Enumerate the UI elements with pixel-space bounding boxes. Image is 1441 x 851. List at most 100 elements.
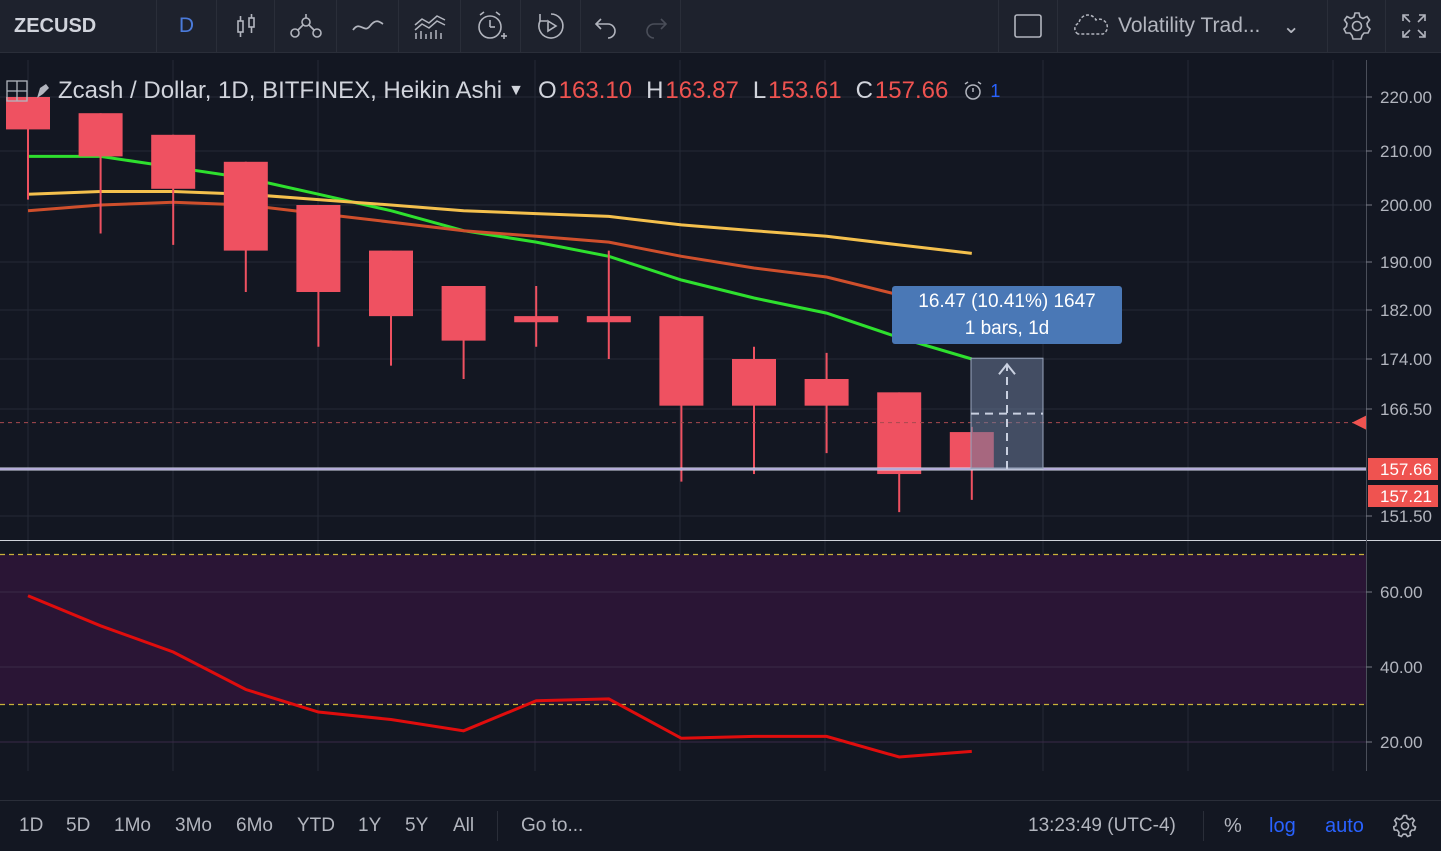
price-tick-label: 190.00: [1380, 253, 1432, 272]
financials-button[interactable]: [399, 0, 461, 52]
candles: [6, 97, 994, 513]
settings-button[interactable]: [1328, 0, 1386, 52]
price-tick-label: 200.00: [1380, 196, 1432, 215]
bar-style-button[interactable]: [217, 0, 275, 52]
candle-body: [732, 359, 776, 406]
redo-button[interactable]: [631, 0, 681, 52]
price-tick-label: 182.00: [1380, 301, 1432, 320]
range-5d[interactable]: 5D: [66, 815, 91, 836]
range-all[interactable]: All: [453, 815, 475, 836]
osc-tick-label: 20.00: [1380, 733, 1423, 752]
candle: [223, 161, 268, 292]
candle: [441, 286, 486, 379]
collapse-icon[interactable]: [6, 80, 28, 102]
interval-button[interactable]: D: [157, 0, 217, 52]
price-marker-arrow: [1352, 415, 1366, 430]
range-5y[interactable]: 5Y: [405, 815, 429, 836]
go-to-button[interactable]: Go to...: [521, 815, 584, 836]
price-tick-label: 151.50: [1380, 507, 1432, 526]
chart-settings-button[interactable]: [1393, 801, 1417, 851]
bottom-toolbar: 1D 5D 1Mo 3Mo 6Mo YTD 1Y 5Y All Go to...…: [0, 800, 1441, 851]
expand-button[interactable]: [1386, 0, 1441, 52]
candle: [732, 346, 776, 475]
secondary-price-badge: [1368, 485, 1438, 507]
price-tick-label: 210.00: [1380, 142, 1432, 161]
replay-button[interactable]: [521, 0, 581, 52]
indicators-icon: [351, 20, 384, 31]
candle-body: [441, 286, 486, 341]
range-1d[interactable]: 1D: [19, 815, 44, 836]
candle: [804, 352, 849, 454]
template-dropdown[interactable]: Volatility Trad... ⌄: [1058, 0, 1328, 52]
redo-icon: [645, 18, 667, 39]
candle: [78, 113, 123, 234]
indicators-button[interactable]: [337, 0, 399, 52]
candle: [514, 286, 559, 347]
candle-body: [586, 316, 631, 323]
bottom-divider: [1203, 811, 1204, 841]
price-tick-label: 220.00: [1380, 88, 1432, 107]
close-label: C: [855, 77, 873, 104]
candle: [877, 392, 922, 513]
oscillator-background: [0, 554, 1366, 705]
range-3mo[interactable]: 3Mo: [175, 815, 212, 836]
range-1mo[interactable]: 1Mo: [114, 815, 151, 836]
measure-bars: 1 bars, 1d: [964, 318, 1050, 339]
top-toolbar: ZECUSD D Volatility Trad... ⌄: [0, 0, 1441, 53]
series-title[interactable]: Zcash / Dollar, 1D, BITFINEX, Heikin Ash…: [58, 77, 503, 104]
log-toggle[interactable]: log: [1269, 814, 1296, 837]
measure-box: [970, 357, 1044, 470]
close-price-badge-label: 157.66: [1380, 460, 1432, 479]
high-value: 163.87: [665, 77, 739, 104]
alert-icon: [477, 11, 507, 39]
template-label: Volatility Trad...: [1118, 14, 1261, 37]
ma-line: [27, 190, 972, 255]
oscillator-series: [27, 594, 972, 759]
pencil-icon: [37, 84, 49, 98]
percent-toggle[interactable]: %: [1224, 814, 1242, 837]
secondary-price-badge-label: 157.21: [1380, 487, 1432, 506]
chart-canvas[interactable]: 220.00 210.00 200.00 190.00 182.00 174.00 166.…: [0, 56, 1441, 771]
undo-button[interactable]: [581, 0, 631, 52]
ma-line: [27, 200, 900, 297]
candle-body: [78, 113, 123, 157]
gear-icon: [1393, 814, 1417, 838]
oscillator-bands: [0, 553, 1366, 743]
candle-body: [659, 316, 704, 406]
chevron-down-icon[interactable]: ▼: [508, 82, 524, 99]
replay-icon: [537, 13, 564, 39]
clock-time: 13:23:49 (UTC-4): [1028, 815, 1176, 836]
candle-body: [877, 392, 922, 475]
candle-body: [369, 250, 413, 317]
auto-toggle[interactable]: auto: [1325, 814, 1364, 837]
candle: [296, 205, 341, 347]
price-tick-label: 174.00: [1380, 350, 1432, 369]
range-6mo[interactable]: 6Mo: [236, 815, 273, 836]
osc-tick-label: 60.00: [1380, 583, 1423, 602]
candle-body: [514, 316, 559, 323]
compare-button[interactable]: [275, 0, 337, 52]
price-levels: [0, 415, 1366, 471]
measure-change: 16.47 (10.41%) 1647: [918, 291, 1096, 312]
range-1y[interactable]: 1Y: [358, 815, 382, 836]
alarm-clock-icon[interactable]: [962, 80, 984, 102]
candle-body: [296, 205, 341, 292]
price-axis: 220.00 210.00 200.00 190.00 182.00 174.00 166.…: [1366, 88, 1438, 526]
chevron-down-icon: ⌄: [1282, 14, 1301, 38]
oscillator-axis: 60.00 40.00 20.00: [1366, 583, 1423, 752]
open-label: O: [537, 77, 557, 104]
range-divider: [497, 811, 498, 841]
candle: [586, 250, 631, 359]
price-tick-label: 166.50: [1380, 400, 1432, 419]
range-ytd[interactable]: YTD: [297, 815, 335, 836]
alert-button[interactable]: [461, 0, 521, 52]
compare-icon: [289, 14, 322, 38]
candle: [151, 134, 196, 245]
symbol-search[interactable]: ZECUSD: [0, 0, 157, 52]
chart-legend: Zcash / Dollar, 1D, BITFINEX, Heikin Ash…: [6, 72, 1000, 110]
fullscreen-box-button[interactable]: [998, 0, 1058, 52]
high-label: H: [646, 77, 664, 104]
financials-icon: [414, 15, 445, 39]
cloud-icon: [1074, 14, 1109, 35]
measure-tooltip: 16.47 (10.41%) 1647 1 bars, 1d: [892, 286, 1122, 344]
